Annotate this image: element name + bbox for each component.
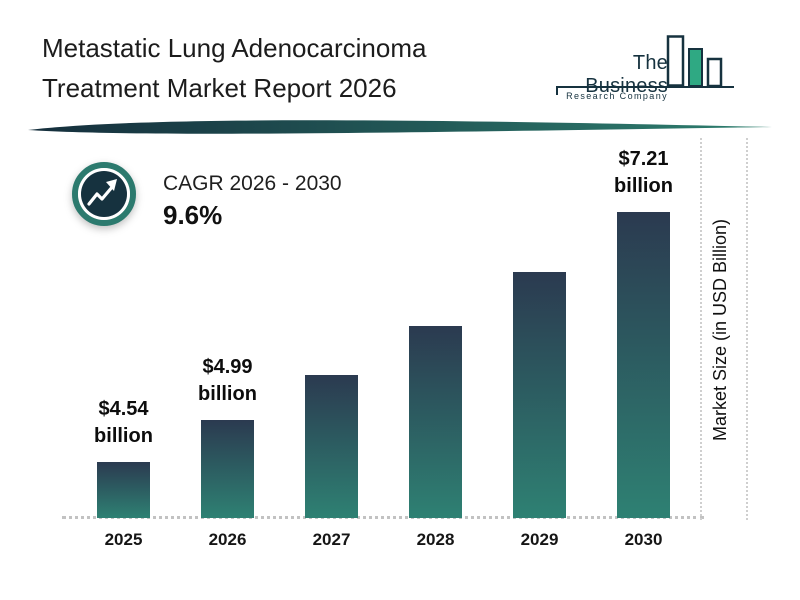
y-axis-title: Market Size (in USD Billion) xyxy=(710,218,730,442)
bar-2027 xyxy=(305,375,358,518)
x-axis-label-2027: 2027 xyxy=(312,530,351,549)
logo-underline-tick xyxy=(556,86,558,95)
value-unit: billion xyxy=(94,425,153,447)
x-axis-label-2030: 2030 xyxy=(624,530,663,549)
value-amount: $4.54 xyxy=(98,398,149,420)
company-logo: The Business Research Company xyxy=(556,34,752,104)
page-title: Metastatic Lung Adenocarcinoma Treatment… xyxy=(42,28,426,108)
x-axis-label-2025: 2025 xyxy=(104,530,143,549)
growth-arrow-icon xyxy=(72,162,136,226)
value-unit: billion xyxy=(198,383,257,405)
bar-2025 xyxy=(97,462,150,518)
cagr-period-label: CAGR 2026 - 2030 xyxy=(163,172,342,195)
bar-value-label-2025: $4.54 billion xyxy=(64,396,184,450)
x-axis-label-2029: 2029 xyxy=(520,530,559,549)
bar-value-label-2026: $4.99 billion xyxy=(168,354,288,408)
value-unit: billion xyxy=(614,175,673,197)
divider-swoosh xyxy=(28,120,772,134)
logo-underline xyxy=(556,86,734,88)
grid-line-vertical-2 xyxy=(746,138,748,520)
value-amount: $7.21 xyxy=(618,148,669,170)
cagr-value: 9.6% xyxy=(163,200,223,230)
x-axis-line xyxy=(62,516,704,519)
bar-2029 xyxy=(513,272,566,518)
x-axis-label-2028: 2028 xyxy=(416,530,455,549)
x-axis-label-2026: 2026 xyxy=(208,530,247,549)
title-line-1: Metastatic Lung Adenocarcinoma xyxy=(42,33,427,63)
logo-name-bottom: Research Company xyxy=(566,91,668,101)
bar-2030 xyxy=(617,212,670,518)
bar-2028 xyxy=(409,326,462,518)
bar-value-label-2030: $7.21 billion xyxy=(584,146,704,200)
bar-2026 xyxy=(201,420,254,518)
value-amount: $4.99 xyxy=(202,356,253,378)
grid-line-vertical-1 xyxy=(700,138,702,520)
title-line-2: Treatment Market Report 2026 xyxy=(42,73,397,103)
